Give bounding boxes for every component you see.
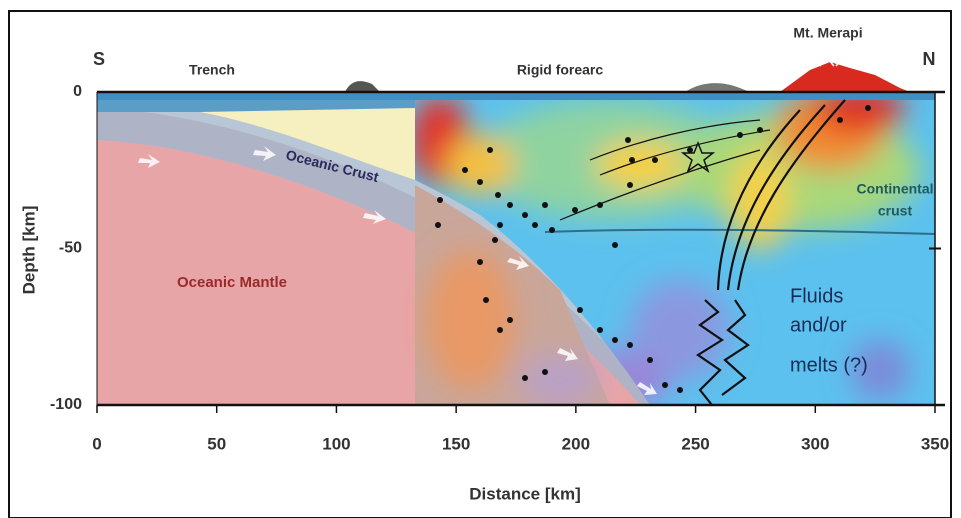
fluids-label: melts (?) (790, 354, 868, 376)
x-axis-label: Distance [km] (469, 484, 580, 503)
x-tick-label: 200 (562, 434, 590, 453)
x-tick-label: 100 (322, 434, 350, 453)
trench-label: Trench (189, 62, 235, 78)
y-tick-label: -100 (50, 396, 82, 413)
x-tick-label: 0 (92, 434, 101, 453)
x-tick-label: 250 (681, 434, 709, 453)
oceanic-mantle-label: Oceanic Mantle (177, 274, 287, 291)
fluids-label: Fluids (790, 285, 843, 307)
cross-section: S N Trench Rigid forearc Mt. Merapi Ocea… (0, 0, 961, 518)
south-label: S (93, 49, 105, 69)
x-tick-label: 150 (442, 434, 470, 453)
continental-label: crust (878, 203, 913, 219)
y-axis-label: Depth [km] (19, 206, 38, 295)
forearc-label: Rigid forearc (517, 62, 604, 78)
x-tick-label: 300 (801, 434, 829, 453)
x-tick-label: 50 (207, 434, 226, 453)
fluids-label: and/or (790, 314, 847, 336)
x-tick-label: 350 (921, 434, 949, 453)
volcano-label: Mt. Merapi (793, 25, 862, 41)
north-label: N (923, 49, 936, 69)
continental-label: Continental (857, 181, 934, 197)
y-tick-label: 0 (73, 83, 82, 100)
y-tick-label: -50 (59, 240, 82, 257)
